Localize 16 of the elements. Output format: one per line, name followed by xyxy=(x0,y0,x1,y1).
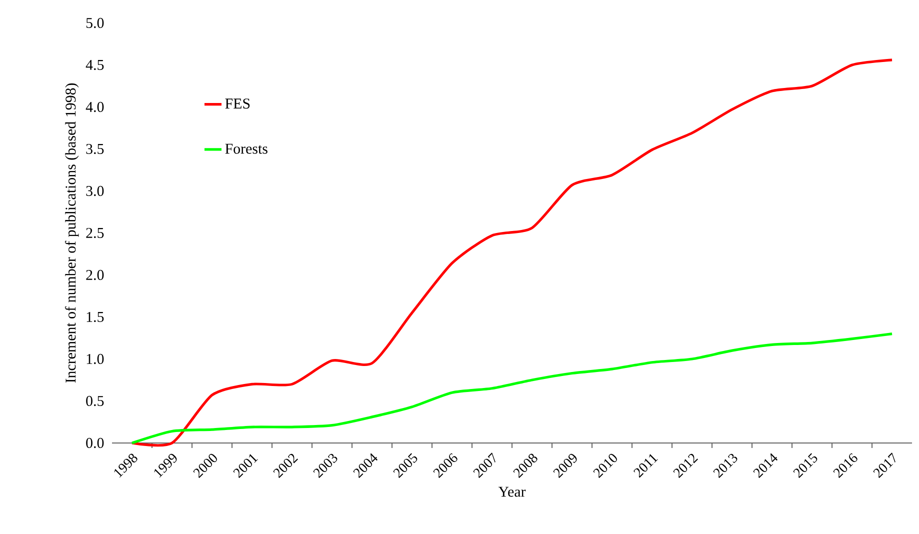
y-tick-label: 0.5 xyxy=(86,396,104,406)
y-tick-label: 3.5 xyxy=(86,144,104,154)
y-tick-label: 0.0 xyxy=(86,438,104,448)
x-axis-title: Year xyxy=(498,486,526,497)
y-tick-label: 2.5 xyxy=(86,228,104,238)
y-tick-label: 4.5 xyxy=(86,60,104,70)
y-tick-label: 1.0 xyxy=(86,354,104,364)
y-axis-title: Increment of number of publications (based 1998) xyxy=(65,83,79,383)
line-series xyxy=(130,332,894,444)
legend-label: FES xyxy=(225,98,250,109)
y-tick-label: 4.0 xyxy=(86,102,104,112)
y-tick-label: 5.0 xyxy=(86,18,104,28)
legend-label: Forests xyxy=(225,144,268,154)
y-tick-label: 3.0 xyxy=(86,186,104,196)
y-tick-label: 2.0 xyxy=(86,270,104,280)
y-tick-label: 1.5 xyxy=(86,312,104,322)
